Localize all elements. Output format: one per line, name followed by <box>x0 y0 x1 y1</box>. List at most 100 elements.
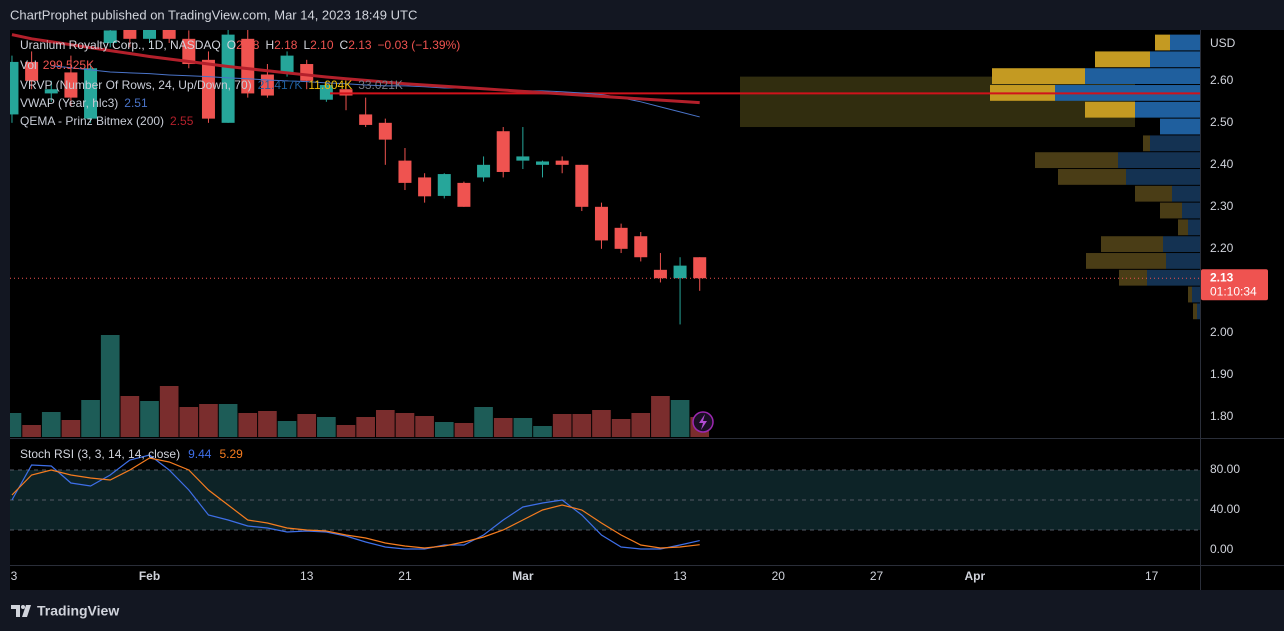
y-tick-label: 2.00 <box>1210 325 1234 339</box>
volume-bar <box>277 421 297 437</box>
volume-bar <box>140 401 159 437</box>
candle-body <box>359 114 373 125</box>
candle-body <box>673 265 687 279</box>
legend-text: 299.525K <box>43 58 94 72</box>
profile-up <box>1150 135 1200 152</box>
candle-body <box>575 164 589 207</box>
volume-bar <box>81 400 100 437</box>
profile-up <box>1188 219 1200 236</box>
legend-text: Uranium Royalty Corp., 1D, NASDAQ <box>20 38 221 52</box>
candle-body <box>457 182 471 207</box>
legend-text: 11.604K <box>308 78 352 92</box>
volume-bar <box>100 335 120 437</box>
y-tick-label: 2.20 <box>1210 241 1234 255</box>
axis-unit: USD <box>1210 36 1236 50</box>
legend-text: 2.55 <box>170 114 194 128</box>
x-tick-label: Mar <box>512 569 534 583</box>
legend-text: 2.18 <box>236 38 260 52</box>
profile-down <box>1035 152 1118 169</box>
candle-body <box>634 236 648 258</box>
volume-bar <box>297 414 317 437</box>
candle-body <box>123 30 137 39</box>
volume-bar <box>375 410 395 437</box>
y-tick-label: 0.00 <box>1210 542 1234 556</box>
profile-down <box>1086 253 1166 269</box>
volume-bar <box>199 404 218 437</box>
value-area <box>740 76 1135 128</box>
legend-text: 2.18 <box>274 38 298 52</box>
legend-text: 21.417K <box>258 78 303 92</box>
candle-body <box>418 177 432 197</box>
y-tick-label: 2.40 <box>1210 157 1234 171</box>
volume-bar <box>513 418 533 437</box>
y-tick-label: 1.90 <box>1210 367 1234 381</box>
candle-body <box>162 30 176 39</box>
stoch-pane <box>10 454 1200 550</box>
volume-bar <box>218 404 238 437</box>
indicator-line <box>51 65 700 118</box>
indicator-line <box>11 33 700 105</box>
profile-down <box>1101 236 1163 253</box>
volume-bar <box>415 416 434 437</box>
x-tick-label: 3 <box>11 569 18 583</box>
volume-bar <box>179 407 199 437</box>
candle-body <box>594 206 608 241</box>
x-tick-label: 17 <box>1145 569 1159 583</box>
volume-bar <box>22 425 41 437</box>
legend-text: 5.29 <box>219 447 243 461</box>
legend-text: C <box>340 38 349 52</box>
x-tick-label: 20 <box>772 569 786 583</box>
volume-bar <box>317 417 336 437</box>
legend-line: QEMA - Prinz Bitmex (200) 2.55 <box>20 114 194 128</box>
volume-bar <box>159 386 179 437</box>
volume-bar <box>356 417 375 437</box>
y-tick-label: 80.00 <box>1210 462 1240 476</box>
legend-text: Vol <box>20 58 37 72</box>
candle-body <box>84 68 98 119</box>
profile-down <box>1188 286 1192 303</box>
legend-text: Stoch RSI (3, 3, 14, 14, close) <box>20 447 180 461</box>
tradingview-logo[interactable] <box>11 605 31 617</box>
profile-up <box>1197 303 1200 320</box>
profile-up <box>1118 152 1200 169</box>
profile-up <box>1170 34 1200 51</box>
candle-body <box>339 89 353 96</box>
candle-body <box>182 38 196 65</box>
volume-bar <box>10 413 22 437</box>
candle-body <box>437 174 451 196</box>
candle-body <box>221 34 235 123</box>
legend-text: 2.10 <box>310 38 334 52</box>
legend-line: Uranium Royalty Corp., 1D, NASDAQ O2.18 H2… <box>20 38 460 52</box>
profile-down <box>1135 185 1172 202</box>
candle-body <box>280 55 294 73</box>
profile-up <box>1150 51 1200 68</box>
alert-icon[interactable] <box>692 411 714 433</box>
candle-body <box>378 122 392 140</box>
candle-body <box>25 61 39 81</box>
profile-up <box>1172 185 1200 202</box>
candle-body <box>44 89 58 94</box>
legend-text: VRVP (Number Of Rows, 24, Up/Down, 70) <box>20 78 252 92</box>
profile-down <box>1119 269 1147 286</box>
legend-text: QEMA - Prinz Bitmex (200) <box>20 114 164 128</box>
volume-bar <box>120 396 140 437</box>
profile-up <box>1166 253 1200 269</box>
legend-line: Vol 299.525K <box>20 58 94 72</box>
volume-bar <box>592 410 611 437</box>
volume-bar <box>533 426 552 437</box>
legend-text: −0.03 (−1.39%) <box>378 38 461 52</box>
volume-bar <box>258 411 277 437</box>
volume-bar <box>493 418 513 437</box>
profile-up <box>1126 169 1200 185</box>
profile-up <box>1163 236 1200 253</box>
profile-up <box>1147 269 1200 286</box>
y-tick-label: 2.50 <box>1210 115 1234 129</box>
legend-text: VWAP (Year, hlc3) <box>20 96 118 110</box>
x-tick-label: 13 <box>673 569 687 583</box>
countdown: 01:10:34 <box>1210 284 1257 298</box>
y-tick-label: 2.60 <box>1210 73 1234 87</box>
legend-text: 2.13 <box>348 38 372 52</box>
candle-body <box>653 269 667 279</box>
legend-text: 33.021K <box>358 78 403 92</box>
